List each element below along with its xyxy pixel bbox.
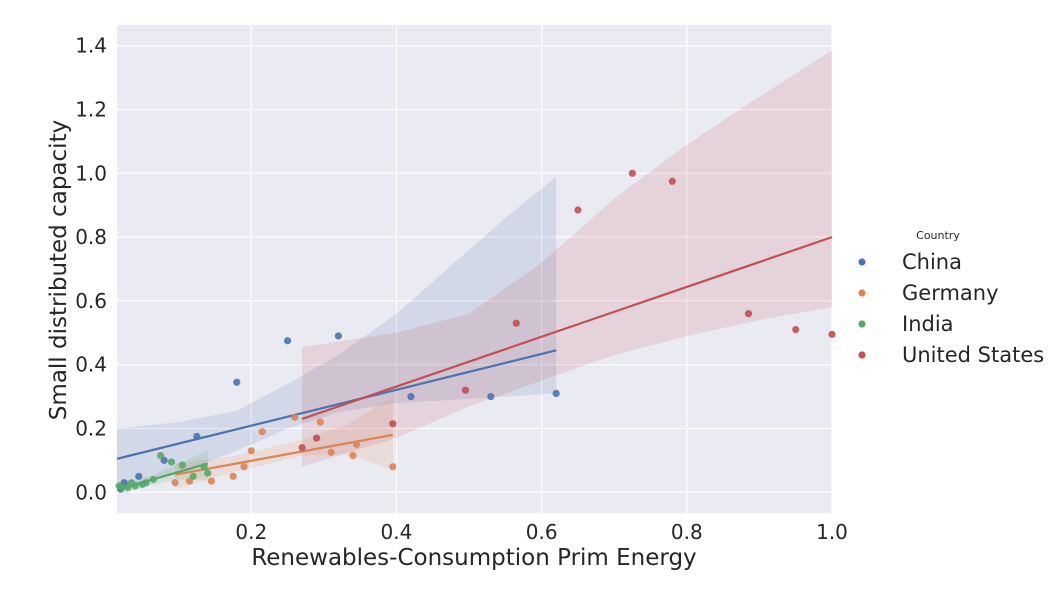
data-point — [407, 392, 415, 401]
y-axis-label: Small distributed capacity — [46, 120, 72, 420]
y-tick-label: 1.4 — [75, 34, 107, 58]
y-tick-label: 0.0 — [75, 480, 107, 504]
data-point — [142, 479, 150, 487]
x-tick-label: 0.6 — [526, 520, 558, 544]
data-point — [313, 434, 321, 442]
regression-line — [301, 236, 833, 420]
x-tick-label: 1.0 — [816, 520, 848, 544]
legend-title: Country — [916, 229, 960, 242]
x-tick-label: 0.4 — [381, 520, 413, 544]
data-point — [207, 477, 215, 485]
legend-label: India — [902, 312, 954, 336]
confidence-band — [302, 50, 833, 467]
data-point — [349, 451, 357, 460]
x-axis-label: Renewables-Consumption Prim Energy — [251, 545, 696, 571]
data-point — [167, 458, 176, 466]
y-tick-label: 1.0 — [75, 161, 107, 185]
data-point — [204, 469, 212, 477]
legend-marker — [858, 351, 866, 359]
tick-labels: 0.2 0.4 0.6 0.8 1.0 0.0 0.2 0.4 0.6 0.8 1.0 1.2 1.4 — [75, 34, 848, 544]
confidence-band — [175, 396, 393, 490]
data-point — [131, 482, 139, 490]
data-point — [156, 451, 165, 460]
data-point — [298, 444, 306, 452]
data-point — [247, 447, 255, 455]
data-point — [792, 326, 800, 334]
y-tick-label: 0.4 — [75, 353, 107, 377]
data-point — [461, 386, 470, 394]
data-point — [283, 337, 292, 345]
data-point — [574, 206, 582, 214]
legend: Country China Germany India United States — [858, 229, 1044, 367]
data-point — [487, 392, 495, 401]
data-point — [258, 428, 266, 436]
data-point — [327, 448, 335, 456]
data-point — [628, 169, 636, 177]
data-point — [200, 463, 208, 471]
data-point — [291, 413, 299, 421]
data-point — [552, 389, 560, 397]
legend-marker — [858, 258, 866, 266]
data-point — [193, 432, 201, 441]
data-point — [389, 463, 397, 471]
legend-label: Germany — [902, 281, 999, 305]
regression-line — [116, 349, 557, 460]
data-point — [668, 177, 676, 185]
data-point — [135, 472, 143, 480]
data-point — [334, 332, 342, 340]
y-tick-label: 0.6 — [75, 289, 107, 313]
x-tick-label: 0.8 — [671, 520, 703, 544]
data-point — [118, 483, 126, 492]
data-point — [149, 475, 157, 484]
legend-label: United States — [902, 343, 1044, 367]
legend-marker — [858, 289, 866, 297]
data-point — [189, 472, 197, 480]
data-point — [229, 472, 237, 480]
data-point — [316, 418, 324, 426]
data-point — [744, 310, 753, 318]
legend-marker — [858, 320, 866, 328]
data-point — [178, 461, 186, 469]
data-point — [233, 378, 241, 386]
y-tick-label: 0.8 — [75, 225, 107, 249]
legend-label: China — [902, 250, 962, 274]
y-tick-label: 1.2 — [75, 98, 107, 122]
y-tick-label: 0.2 — [75, 416, 107, 440]
data-point — [828, 330, 836, 338]
data-point — [240, 463, 248, 471]
data-points — [115, 169, 836, 493]
data-point — [512, 319, 520, 327]
data-point — [389, 420, 397, 428]
plot-background — [117, 25, 832, 513]
data-point — [171, 479, 179, 487]
data-point — [352, 440, 361, 449]
x-tick-label: 0.2 — [235, 520, 267, 544]
grid-lines — [117, 25, 833, 513]
